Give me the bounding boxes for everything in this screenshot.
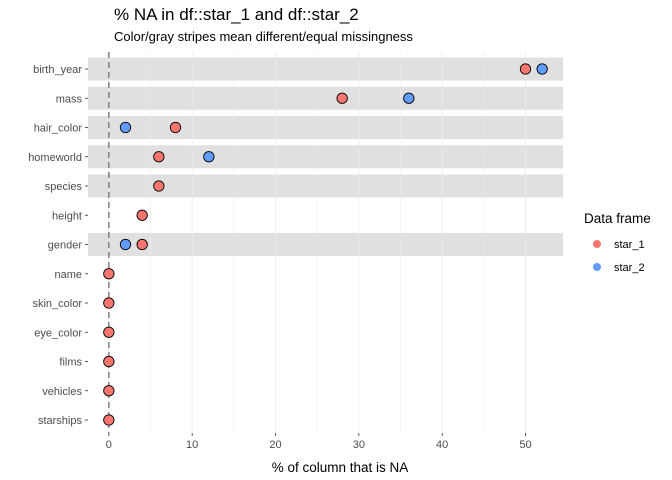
chart-subtitle: Color/gray stripes mean different/equal … bbox=[114, 29, 413, 44]
x-axis-title: % of column that is NA bbox=[272, 460, 409, 475]
stripe-mass bbox=[88, 86, 563, 110]
point-star_1-skin_color bbox=[103, 297, 115, 309]
y-tick-label-species: species bbox=[45, 181, 83, 193]
points-layer bbox=[103, 63, 548, 426]
legend-label-star_1: star_1 bbox=[614, 239, 645, 251]
point-star_2-birth_year bbox=[536, 63, 548, 75]
point-star_2-gender bbox=[119, 238, 132, 251]
x-tick-label-30: 30 bbox=[353, 439, 365, 451]
y-tick-label-mass: mass bbox=[56, 93, 83, 105]
point-star_1-homeworld bbox=[153, 151, 165, 163]
x-tick-label-20: 20 bbox=[269, 439, 281, 451]
x-tick-label-0: 0 bbox=[106, 439, 112, 451]
y-tick-label-height: height bbox=[52, 210, 82, 222]
y-tick-label-films: films bbox=[59, 357, 82, 369]
point-star_2-homeworld bbox=[203, 151, 215, 163]
point-star_1-films bbox=[103, 355, 115, 368]
point-star_1-vehicles bbox=[103, 385, 115, 397]
point-star_2-mass bbox=[403, 92, 415, 104]
y-tick-label-gender: gender bbox=[48, 240, 83, 252]
point-star_1-starships bbox=[103, 414, 115, 426]
legend-key-star_1 bbox=[593, 240, 601, 248]
y-tick-label-name: name bbox=[54, 269, 82, 281]
x-axis: 0 10 20 30 40 50 bbox=[106, 433, 532, 451]
point-star_1-hair_color bbox=[169, 121, 182, 134]
stripe-hair_color bbox=[88, 116, 563, 139]
point-star_1-gender bbox=[136, 238, 148, 251]
stripe-species bbox=[88, 174, 563, 198]
legend: Data frame star_1 star_2 bbox=[584, 211, 651, 274]
legend-label-star_2: star_2 bbox=[614, 262, 645, 274]
stripe-birth_year bbox=[88, 57, 563, 81]
y-tick-label-hair_color: hair_color bbox=[34, 123, 83, 135]
legend-key-star_2 bbox=[593, 263, 601, 271]
y-tick-label-homeworld: homeworld bbox=[28, 152, 82, 164]
point-star_1-birth_year bbox=[519, 63, 532, 75]
chart-title: % NA in df::star_1 and df::star_2 bbox=[114, 5, 359, 24]
y-tick-label-eye_color: eye_color bbox=[34, 327, 82, 339]
point-star_2-hair_color bbox=[119, 121, 132, 134]
stripe-gender bbox=[88, 233, 563, 256]
stripe-layer bbox=[88, 57, 563, 256]
x-tick-label-50: 50 bbox=[519, 439, 531, 451]
legend-title: Data frame bbox=[584, 211, 651, 226]
point-star_1-species bbox=[153, 180, 165, 192]
x-tick-label-10: 10 bbox=[186, 439, 198, 451]
y-tick-label-vehicles: vehicles bbox=[42, 386, 82, 398]
y-tick-label-birth_year: birth_year bbox=[33, 64, 82, 76]
point-star_1-eye_color bbox=[103, 326, 115, 338]
point-star_1-mass bbox=[336, 92, 348, 104]
y-tick-label-skin_color: skin_color bbox=[32, 298, 82, 310]
stripe-homeworld bbox=[88, 145, 563, 169]
x-tick-label-40: 40 bbox=[436, 439, 448, 451]
point-star_1-name bbox=[103, 268, 115, 280]
point-star_1-height bbox=[136, 209, 148, 221]
y-tick-label-starships: starships bbox=[38, 415, 83, 427]
